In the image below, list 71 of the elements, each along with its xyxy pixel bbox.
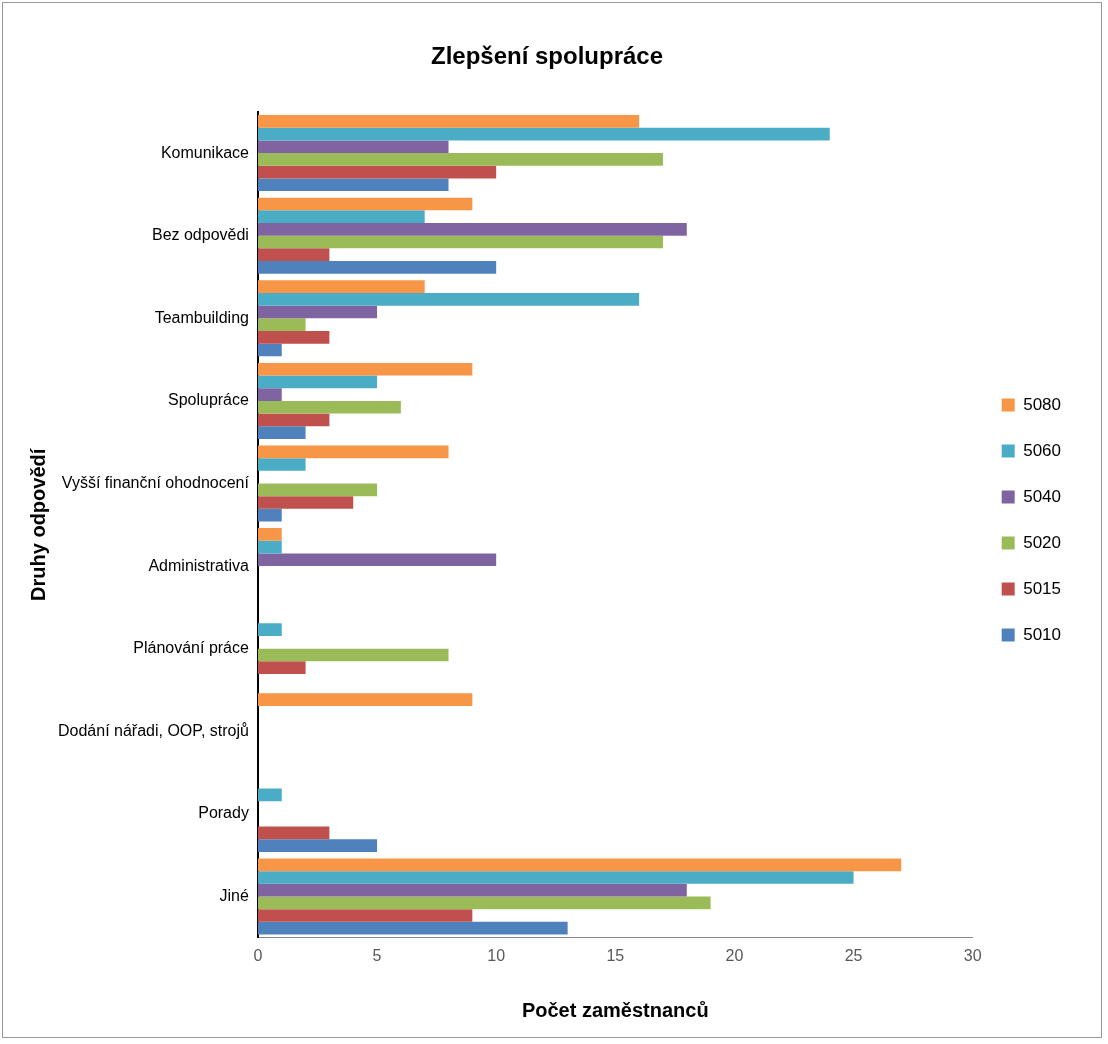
bar (257, 661, 306, 675)
bar (257, 623, 282, 637)
legend-label: 5040 (1023, 486, 1062, 506)
bar (257, 871, 854, 884)
bar (257, 896, 711, 910)
bar (257, 235, 663, 249)
bar (257, 223, 687, 236)
y-tick-label: Jiné (219, 886, 250, 904)
bar (257, 343, 282, 357)
bar (257, 426, 306, 439)
y-tick-label: Komunikace (160, 143, 250, 161)
bar (257, 483, 378, 497)
y-tick-label: Vyšší finanční ohodnocení (61, 473, 250, 491)
bar (257, 413, 330, 427)
bar (257, 375, 378, 389)
bar (257, 648, 449, 662)
chart-title: Zlepšení spolupráce (430, 42, 664, 70)
bar (257, 388, 282, 401)
bar (257, 305, 378, 319)
y-tick-label: Spolupráce (167, 391, 250, 409)
bar (257, 248, 330, 262)
bar (257, 921, 568, 935)
bar (257, 553, 497, 567)
bar (257, 883, 687, 897)
y-tick-label: Plánování práce (133, 639, 250, 657)
bar (257, 400, 401, 414)
bar (257, 261, 497, 274)
legend-label: 5080 (1023, 394, 1062, 414)
bar (257, 909, 473, 922)
legend-label: 5020 (1023, 532, 1062, 552)
bar (257, 178, 449, 192)
bar (257, 458, 306, 471)
bar (257, 318, 306, 331)
bar (257, 280, 425, 293)
legend-label: 5060 (1023, 440, 1062, 460)
bar (257, 165, 497, 179)
y-tick-label: Porady (198, 804, 249, 822)
x-tick-label: 20 (725, 946, 744, 964)
bar (257, 528, 282, 541)
y-tick-label: Bez odpovědi (151, 226, 249, 244)
y-axis-title: Druhy odpovědí (26, 447, 49, 601)
x-tick-label: 0 (253, 946, 263, 964)
bar (257, 540, 282, 554)
legend-label: 5015 (1023, 578, 1062, 598)
x-tick-label: 25 (844, 946, 863, 964)
bar (257, 140, 449, 154)
bar (257, 788, 282, 802)
bar (257, 292, 640, 306)
bar (257, 362, 473, 376)
bar (257, 210, 425, 224)
bar (257, 858, 902, 872)
y-tick-label: Teambuilding (154, 308, 249, 326)
bar (257, 508, 282, 522)
legend-label: 5010 (1023, 624, 1062, 644)
bar (257, 127, 830, 141)
x-axis-title: Počet zaměstnanců (521, 998, 709, 1021)
bar (257, 115, 640, 128)
bar (257, 839, 378, 852)
x-tick-label: 10 (487, 946, 506, 964)
y-tick-label: Administrativa (148, 556, 250, 574)
bar (257, 153, 663, 166)
bar (257, 197, 473, 211)
bar (257, 826, 330, 840)
bar (257, 445, 449, 459)
bar (257, 496, 354, 509)
x-tick-label: 5 (372, 946, 382, 964)
y-tick-label: Dodání nářadi, OOP, strojů (58, 721, 249, 739)
x-tick-label: 15 (606, 946, 625, 964)
bar (257, 330, 330, 344)
x-tick-label: 30 (963, 946, 982, 964)
bar (257, 693, 473, 706)
